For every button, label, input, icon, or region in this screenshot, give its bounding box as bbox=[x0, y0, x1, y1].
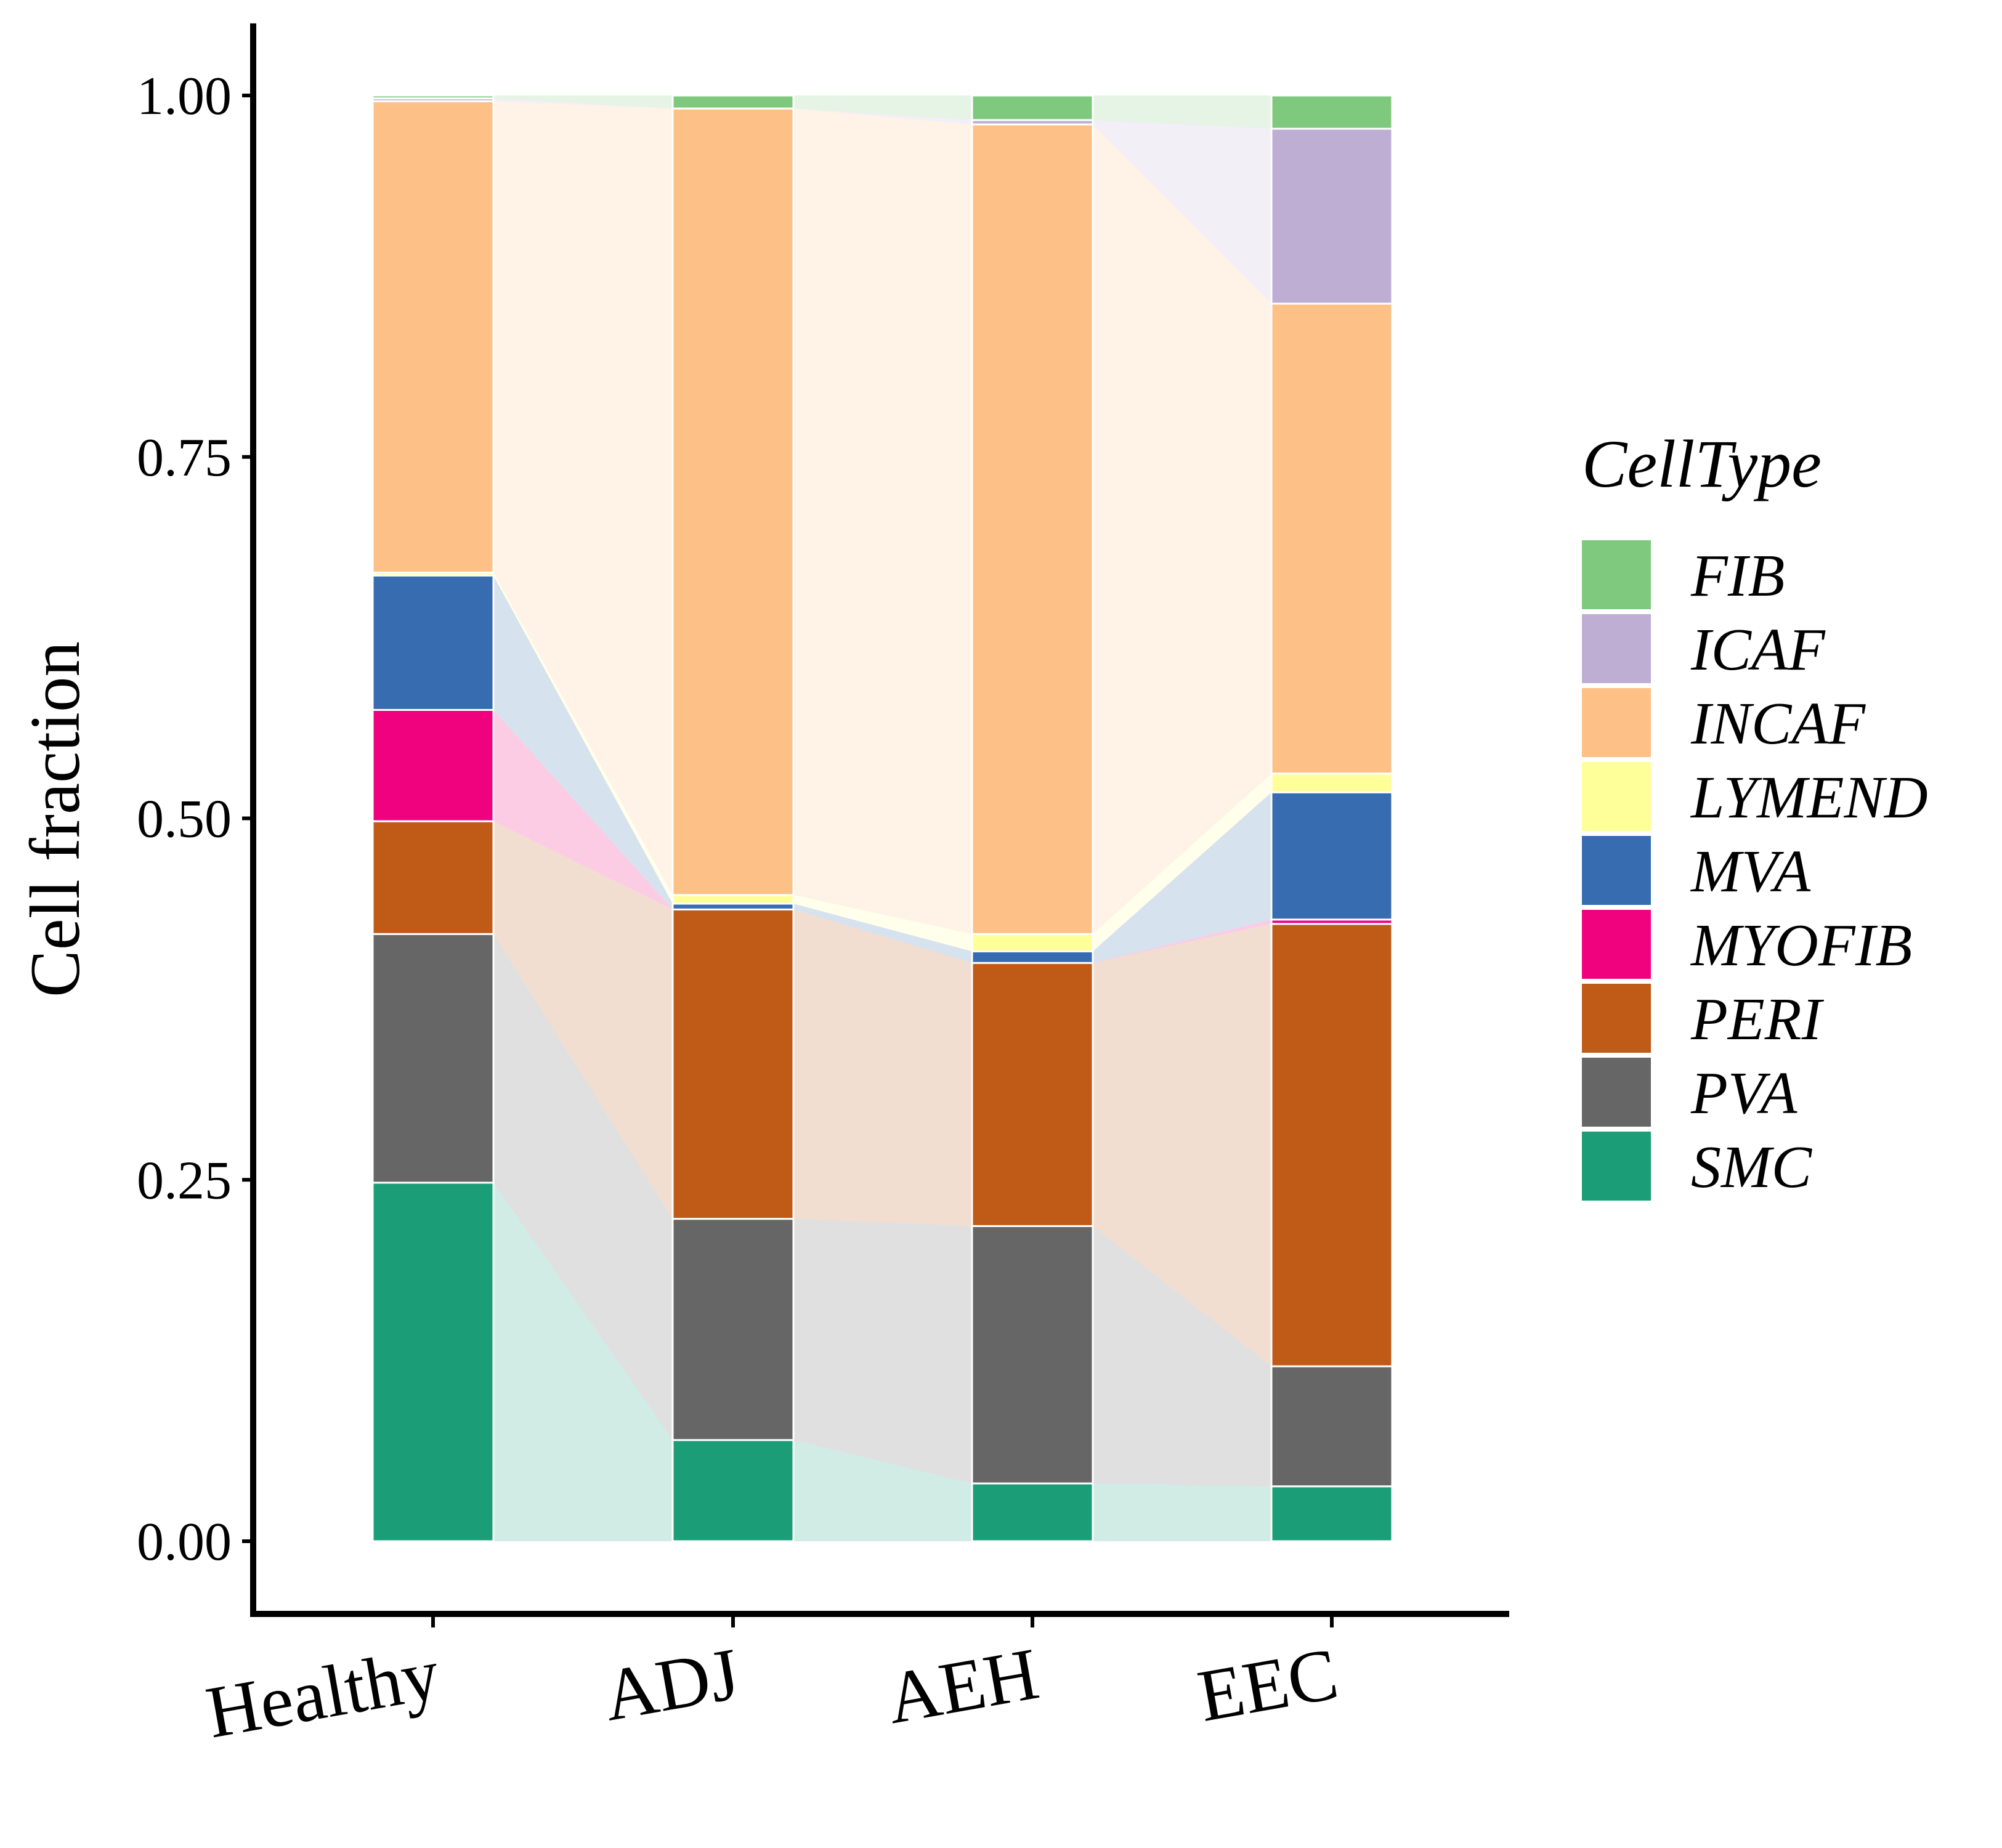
x-ticks: Healthy ADJ AEH EEC bbox=[200, 1616, 1344, 1754]
bar-incaf-healthy bbox=[371, 100, 495, 574]
bar-fib-healthy bbox=[371, 94, 495, 100]
legend-swatch-peri bbox=[1582, 984, 1651, 1053]
bar-peri-aeh bbox=[971, 962, 1094, 1227]
bar-mva-eec bbox=[1270, 791, 1393, 921]
link-peri-aeh-to-eec bbox=[1093, 923, 1271, 1367]
legend-swatch-lymend bbox=[1582, 762, 1651, 831]
legend-swatch-fib bbox=[1582, 540, 1651, 609]
bar-smc-adj bbox=[671, 1439, 795, 1542]
link-incaf-adj-to-aeh bbox=[793, 108, 972, 934]
link-lymend-healthy-to-adj bbox=[493, 572, 673, 904]
y-tick-label: 0.00 bbox=[137, 1512, 232, 1572]
link-mva-adj-to-aeh bbox=[793, 903, 972, 963]
legend-swatch-mva bbox=[1582, 836, 1651, 905]
link-fib-aeh-to-eec bbox=[1093, 95, 1271, 129]
link-incaf-aeh-to-eec bbox=[1093, 124, 1271, 934]
bar-mva-healthy bbox=[371, 574, 495, 711]
y-tick-label: 0.25 bbox=[137, 1151, 232, 1210]
bar-fib-aeh bbox=[971, 94, 1094, 121]
legend-label-incaf: INCAF bbox=[1690, 691, 1866, 757]
legend-swatch-incaf bbox=[1582, 688, 1651, 757]
bar-peri-eec bbox=[1270, 923, 1393, 1368]
stacked-bars bbox=[371, 94, 1393, 1542]
bar-pva-healthy bbox=[371, 933, 495, 1184]
bar-incaf-adj bbox=[671, 107, 795, 896]
bar-peri-adj bbox=[671, 908, 795, 1220]
link-smc-aeh-to-eec bbox=[1093, 1483, 1271, 1541]
link-mva-aeh-to-eec bbox=[1093, 792, 1271, 963]
legend-swatch-smc bbox=[1582, 1132, 1651, 1201]
y-tick-label: 0.50 bbox=[137, 790, 232, 849]
bar-pva-aeh bbox=[971, 1225, 1094, 1485]
link-smc-adj-to-aeh bbox=[793, 1440, 972, 1541]
link-myofib-aeh-to-eec bbox=[1093, 919, 1271, 963]
link-pva-adj-to-aeh bbox=[793, 1218, 972, 1484]
bar-incaf-aeh bbox=[971, 123, 1094, 935]
legend-label-icaf: ICAF bbox=[1690, 617, 1826, 683]
bar-peri-healthy bbox=[371, 820, 495, 935]
bar-myofib-healthy bbox=[371, 708, 495, 822]
bar-lymend-adj bbox=[671, 894, 795, 905]
x-tick-label-adj: ADJ bbox=[598, 1632, 745, 1737]
bar-smc-healthy bbox=[371, 1181, 495, 1542]
link-peri-adj-to-aeh bbox=[793, 909, 972, 1226]
y-axis-title: Cell fraction bbox=[16, 641, 94, 997]
legend-label-peri: PERI bbox=[1690, 986, 1825, 1053]
legend-swatch-icaf bbox=[1582, 614, 1651, 683]
legend: CellType FIB ICAF INCAF LYMEND MVA MYOFIB PERI… bbox=[1582, 426, 1928, 1201]
x-tick-label-healthy: Healthy bbox=[200, 1632, 445, 1754]
link-smc-healthy-to-adj bbox=[493, 1182, 673, 1541]
y-ticks: 0.00 0.25 0.50 0.75 1.00 bbox=[137, 67, 253, 1572]
link-peri-healthy-to-adj bbox=[493, 821, 673, 1219]
bar-lymend-eec bbox=[1270, 772, 1393, 793]
legend-label-myofib: MYOFIB bbox=[1690, 912, 1912, 979]
link-fib-adj-to-aeh bbox=[793, 95, 972, 120]
link-icaf-adj-to-aeh bbox=[793, 108, 972, 124]
legend-label-smc: SMC bbox=[1691, 1134, 1813, 1201]
link-lymend-aeh-to-eec bbox=[1093, 773, 1271, 952]
bar-lymend-aeh bbox=[971, 933, 1094, 952]
link-myofib-healthy-to-adj bbox=[493, 710, 673, 910]
link-pva-healthy-to-adj bbox=[493, 934, 673, 1440]
legend-label-pva: PVA bbox=[1690, 1060, 1797, 1127]
bar-fib-adj bbox=[671, 94, 795, 110]
link-pva-aeh-to-eec bbox=[1093, 1226, 1271, 1486]
x-tick-label-aeh: AEH bbox=[881, 1632, 1045, 1740]
link-icaf-aeh-to-eec bbox=[1093, 120, 1271, 304]
legend-swatch-pva bbox=[1582, 1058, 1651, 1127]
legend-label-mva: MVA bbox=[1690, 838, 1811, 905]
link-fib-healthy-to-adj bbox=[493, 95, 673, 109]
bar-fib-eec bbox=[1270, 94, 1393, 130]
link-incaf-healthy-to-adj bbox=[493, 101, 673, 895]
link-mva-healthy-to-adj bbox=[493, 575, 673, 910]
legend-label-fib: FIB bbox=[1690, 543, 1785, 609]
bar-icaf-eec bbox=[1270, 128, 1393, 305]
legend-label-lymend: LYMEND bbox=[1690, 764, 1928, 831]
y-tick-label: 0.75 bbox=[137, 428, 232, 488]
x-tick-label-eec: EEC bbox=[1192, 1632, 1343, 1737]
bar-incaf-eec bbox=[1270, 302, 1393, 775]
link-icaf-healthy-to-adj bbox=[493, 98, 673, 109]
bar-smc-aeh bbox=[971, 1482, 1094, 1542]
bar-pva-adj bbox=[671, 1218, 795, 1441]
legend-swatch-myofib bbox=[1582, 910, 1651, 979]
bar-mva-aeh bbox=[971, 950, 1094, 964]
alluvial-links bbox=[493, 95, 1271, 1541]
bar-pva-eec bbox=[1270, 1365, 1393, 1488]
link-lymend-adj-to-aeh bbox=[793, 894, 972, 952]
bar-smc-eec bbox=[1270, 1485, 1393, 1542]
y-tick-label: 1.00 bbox=[137, 67, 232, 126]
legend-title: CellType bbox=[1582, 426, 1822, 501]
